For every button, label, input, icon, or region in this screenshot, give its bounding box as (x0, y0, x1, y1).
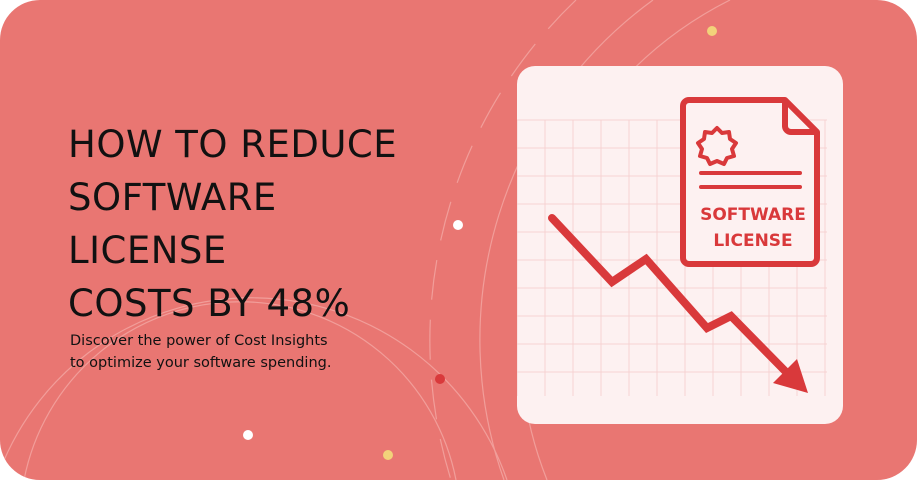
illustration: SOFTWARE LICENSE (517, 97, 827, 396)
dot (707, 26, 717, 36)
dot (383, 450, 393, 460)
arc (479, 0, 654, 480)
headline: HOW TO REDUCE SOFTWARE LICENSE COSTS BY … (68, 118, 397, 330)
document-icon: SOFTWARE LICENSE (680, 97, 820, 267)
document-label-line1: SOFTWARE (700, 205, 806, 225)
arrow-head (773, 359, 808, 393)
illustration-card: SOFTWARE LICENSE (517, 66, 843, 424)
badge-seal-icon (696, 126, 738, 166)
subheading-line: Discover the power of Cost Insights (70, 333, 328, 349)
dot (435, 374, 445, 384)
arc (23, 301, 457, 480)
document-label-line2: LICENSE (713, 231, 792, 251)
headline-line: HOW TO REDUCE (68, 123, 398, 166)
trend-down-arrow-icon (548, 214, 793, 379)
subheading-line: to optimize your software spending. (70, 355, 332, 371)
subheading: Discover the power of Cost Insights to o… (70, 330, 331, 374)
arc (0, 297, 508, 480)
headline-line: COSTS BY 48% (68, 282, 351, 325)
headline-line: LICENSE (68, 229, 227, 272)
dot (453, 220, 463, 230)
arc (429, 0, 577, 480)
headline-line: SOFTWARE (68, 176, 277, 219)
dot (243, 430, 253, 440)
